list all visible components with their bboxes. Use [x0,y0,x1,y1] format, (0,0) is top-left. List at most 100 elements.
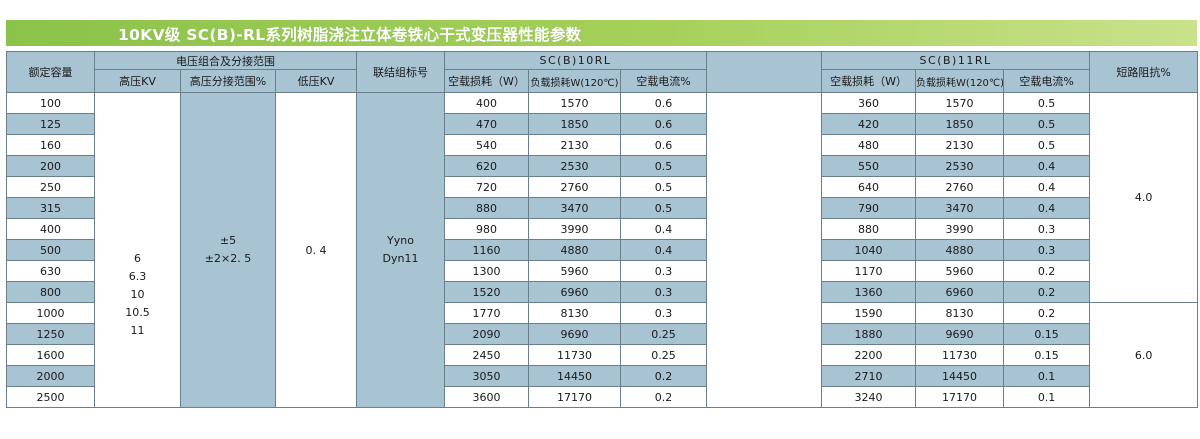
sc10-no-load-current-cell: 0.5 [620,197,708,219]
sc10-load-loss-cell: 8130 [528,302,622,324]
sc11-load-loss-cell: 8130 [915,302,1005,324]
sc11-load-loss-cell: 11730 [915,344,1005,366]
sc10-no-load-loss-cell: 540 [444,134,530,156]
table-row: 200 620 2530 0.5 550 2530 0.4 [6,155,1198,177]
sc10-no-load-current-cell: 0.4 [620,239,708,261]
sc10-no-load-loss-cell: 1300 [444,260,530,282]
header-sc10: SC(B)10RL [444,51,708,70]
impedance-cell-1: 4.0 [1089,92,1199,303]
sc11-load-loss-cell: 2760 [915,176,1005,198]
sc11-no-load-current-cell: 0.2 [1003,260,1091,282]
sc10-load-loss-cell: 17170 [528,386,622,408]
sc10-load-loss-cell: 2760 [528,176,622,198]
header-sc11-no-load-current: 空载电流% [1003,69,1091,93]
sc10-no-load-current-cell: 0.3 [620,281,708,303]
table-row: 160 540 2130 0.6 480 2130 0.5 [6,134,1198,156]
spacer-cell [706,92,823,408]
sc11-no-load-loss-cell: 640 [821,176,917,198]
connection-cell: Yyno Dyn11 [356,92,446,408]
sc11-load-loss-cell: 1850 [915,113,1005,135]
sc10-no-load-loss-cell: 3050 [444,365,530,387]
table-row: 500 1160 4880 0.4 1040 4880 0.3 [6,239,1198,261]
sc10-load-loss-cell: 14450 [528,365,622,387]
sc10-no-load-current-cell: 0.4 [620,218,708,240]
header-sc11-load-loss: 负载损耗W(120℃) [915,69,1005,93]
sc11-no-load-current-cell: 0.5 [1003,134,1091,156]
sc10-load-loss-cell: 4880 [528,239,622,261]
sc10-no-load-current-cell: 0.5 [620,176,708,198]
sc10-no-load-current-cell: 0.6 [620,113,708,135]
sc11-no-load-current-cell: 0.2 [1003,302,1091,324]
sc11-no-load-current-cell: 0.3 [1003,218,1091,240]
header-rated-capacity: 额定容量 [6,51,95,93]
sc11-no-load-current-cell: 0.4 [1003,155,1091,177]
rated-capacity-cell: 500 [6,239,95,261]
rated-capacity-cell: 160 [6,134,95,156]
header-tap-range: 高压分接范围% [180,69,276,93]
table-row: 100 6 6.3 10 10.5 11 ±5 ±2×2. 5 0. 4 [6,92,1199,408]
sc11-no-load-loss-cell: 550 [821,155,917,177]
table-row: 2500 3600 17170 0.2 3240 17170 0.1 [6,386,1198,408]
sc10-no-load-loss-cell: 980 [444,218,530,240]
rated-capacity-cell: 630 [6,260,95,282]
sc11-no-load-loss-cell: 1040 [821,239,917,261]
rated-capacity-cell: 200 [6,155,95,177]
sc10-no-load-loss-cell: 1520 [444,281,530,303]
sc11-no-load-current-cell: 0.4 [1003,197,1091,219]
header-voltage-group: 电压组合及分接范围 [93,51,358,70]
rated-capacity-cell: 1250 [6,323,95,345]
sc10-no-load-current-cell: 0.6 [620,134,708,156]
rated-capacity-cell: 1600 [6,344,95,366]
sc10-load-loss-cell: 3470 [528,197,622,219]
sc11-no-load-current-cell: 0.4 [1003,176,1091,198]
rated-capacity-cell: 125 [6,113,95,135]
sc10-no-load-loss-cell: 2090 [444,323,530,345]
sc10-load-loss-cell: 1570 [528,92,622,114]
table-row: 2000 3050 14450 0.2 2710 14450 0.1 [6,365,1198,387]
sc11-no-load-current-cell: 0.2 [1003,281,1091,303]
sc11-no-load-current-cell: 0.5 [1003,113,1091,135]
sc11-no-load-loss-cell: 2710 [821,365,917,387]
rated-capacity-cell: 2500 [6,386,95,408]
sc11-load-loss-cell: 17170 [915,386,1005,408]
lv-value-cell: 0. 4 [274,92,358,408]
sc10-no-load-loss-cell: 1770 [444,302,530,324]
rated-capacity-cell: 800 [6,281,95,303]
sc10-no-load-loss-cell: 400 [444,92,530,114]
table-row: 315 880 3470 0.5 790 3470 0.4 [6,197,1198,219]
impedance-cell-2: 6.0 [1089,302,1199,408]
sc11-load-loss-cell: 3470 [915,197,1005,219]
sc10-no-load-current-cell: 0.25 [620,344,708,366]
sc10-no-load-loss-cell: 2450 [444,344,530,366]
sc11-no-load-loss-cell: 1880 [821,323,917,345]
sc10-load-loss-cell: 5960 [528,260,622,282]
sc11-load-loss-cell: 3990 [915,218,1005,240]
header-sc10-no-load-loss: 空载损耗（W） [444,69,530,93]
spec-table: 额定容量 电压组合及分接范围 联结组标号 SC(B)10RL SC(B)11RL… [6,51,1199,408]
sc11-load-loss-cell: 6960 [915,281,1005,303]
sc10-load-loss-cell: 1850 [528,113,622,135]
header-sc11: SC(B)11RL [821,51,1091,70]
sc11-no-load-current-cell: 0.5 [1003,92,1091,114]
sc10-no-load-current-cell: 0.5 [620,155,708,177]
sc10-load-loss-cell: 6960 [528,281,622,303]
sc11-load-loss-cell: 2530 [915,155,1005,177]
sc10-load-loss-cell: 9690 [528,323,622,345]
sc11-no-load-loss-cell: 1170 [821,260,917,282]
sc10-no-load-current-cell: 0.2 [620,386,708,408]
sc11-load-loss-cell: 9690 [915,323,1005,345]
header-sc10-no-load-current: 空载电流% [620,69,708,93]
header-lv: 低压KV [274,69,358,93]
rated-capacity-cell: 1000 [6,302,95,324]
sc10-no-load-loss-cell: 470 [444,113,530,135]
sc11-no-load-current-cell: 0.1 [1003,365,1091,387]
sc11-no-load-loss-cell: 2200 [821,344,917,366]
sc11-no-load-loss-cell: 480 [821,134,917,156]
sc11-no-load-current-cell: 0.15 [1003,344,1091,366]
rated-capacity-cell: 2000 [6,365,95,387]
sc10-load-loss-cell: 2530 [528,155,622,177]
table-row: 125 470 1850 0.6 420 1850 0.5 [6,113,1198,135]
rated-capacity-cell: 100 [6,92,95,114]
sc11-load-loss-cell: 4880 [915,239,1005,261]
header-impedance: 短路阻抗% [1089,51,1199,93]
